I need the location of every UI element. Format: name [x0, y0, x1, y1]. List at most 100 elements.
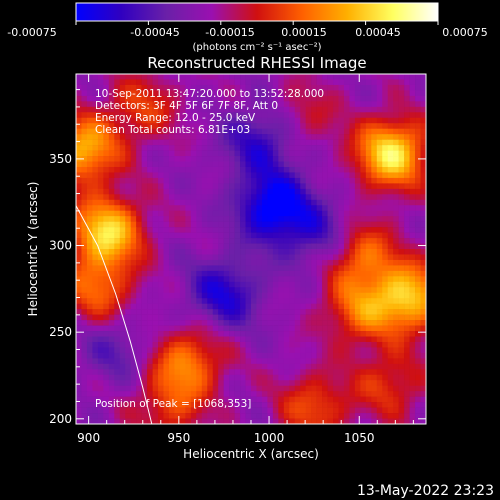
heatmap-cell	[267, 352, 274, 359]
heatmap-cell	[311, 276, 317, 283]
heatmap-cell	[108, 74, 115, 80]
heatmap-cell	[382, 309, 389, 315]
heatmap-cell	[168, 117, 175, 124]
heatmap-cell	[398, 391, 405, 397]
heatmap-cell	[130, 369, 137, 376]
heatmap-cell	[251, 145, 257, 151]
heatmap-cell	[322, 358, 328, 365]
heatmap-cell	[311, 188, 317, 195]
heatmap-cell	[409, 363, 416, 370]
heatmap-cell	[387, 188, 394, 195]
heatmap-cell	[283, 156, 290, 162]
heatmap-cell	[218, 145, 224, 151]
heatmap-cell	[420, 221, 427, 228]
heatmap-cell	[387, 134, 394, 140]
heatmap-cell	[289, 320, 296, 326]
heatmap-cell	[349, 352, 356, 359]
heatmap-cell	[327, 90, 334, 97]
heatmap-cell	[125, 418, 131, 425]
heatmap-cell	[387, 227, 394, 233]
heatmap-cell	[201, 106, 208, 113]
heatmap-cell	[92, 292, 99, 299]
heatmap-cell	[272, 156, 279, 162]
heatmap-cell	[305, 177, 312, 184]
heatmap-cell	[147, 156, 153, 162]
heatmap-cell	[223, 259, 230, 266]
heatmap-cell	[207, 150, 214, 157]
heatmap-cell	[218, 205, 224, 212]
heatmap-cell	[168, 232, 175, 239]
heatmap-cell	[300, 276, 306, 283]
heatmap-cell	[365, 385, 372, 392]
heatmap-cell	[420, 352, 427, 359]
heatmap-cell	[251, 177, 257, 184]
heatmap-cell	[158, 385, 164, 392]
heatmap-cell	[130, 106, 137, 113]
heatmap-cell	[387, 101, 394, 108]
heatmap-cell	[283, 199, 290, 206]
heatmap-cell	[218, 402, 224, 408]
heatmap-cell	[185, 407, 192, 414]
heatmap-cell	[409, 265, 416, 272]
heatmap-cell	[415, 249, 421, 255]
heatmap-cell	[86, 402, 93, 408]
heatmap-cell	[212, 166, 219, 173]
heatmap-cell	[272, 101, 279, 108]
heatmap-cell	[234, 145, 241, 151]
heatmap-cell	[289, 347, 296, 354]
heatmap-cell	[420, 199, 427, 206]
heatmap-cell	[119, 374, 126, 381]
heatmap-cell	[327, 188, 334, 195]
heatmap-cell	[229, 385, 235, 392]
heatmap-cell	[261, 363, 268, 370]
heatmap-cell	[272, 391, 279, 397]
heatmap-cell	[240, 281, 246, 288]
heatmap-cell	[163, 84, 170, 91]
heatmap-cell	[300, 156, 306, 162]
heatmap-cell	[174, 145, 181, 151]
heatmap-cell	[251, 243, 257, 250]
heatmap-cell	[311, 134, 317, 140]
heatmap-cell	[92, 150, 99, 157]
heatmap-cell	[141, 407, 148, 414]
heatmap-cell	[371, 374, 378, 381]
heatmap-cell	[343, 331, 350, 337]
heatmap-cell	[365, 183, 372, 190]
heatmap-cell	[229, 336, 235, 343]
heatmap-cell	[158, 320, 164, 326]
heatmap-cell	[289, 172, 296, 179]
heatmap-cell	[365, 177, 372, 184]
heatmap-cell	[300, 79, 306, 86]
heatmap-cell	[289, 243, 296, 250]
heatmap-cell	[207, 380, 214, 387]
heatmap-cell	[76, 314, 82, 321]
heatmap-cell	[92, 145, 99, 151]
heatmap-cell	[92, 188, 99, 195]
heatmap-cell	[163, 391, 170, 397]
heatmap-cell	[152, 210, 159, 217]
heatmap-cell	[289, 238, 296, 244]
heatmap-cell	[108, 396, 115, 403]
heatmap-cell	[294, 249, 301, 255]
heatmap-cell	[283, 352, 290, 359]
heatmap-cell	[190, 172, 197, 179]
heatmap-cell	[272, 112, 279, 119]
heatmap-cell	[190, 391, 197, 397]
heatmap-cell	[420, 287, 427, 294]
heatmap-cell	[229, 183, 235, 190]
heatmap-cell	[234, 418, 241, 425]
heatmap-cell	[147, 254, 153, 261]
heatmap-cell	[119, 210, 126, 217]
heatmap-cell	[267, 369, 274, 376]
heatmap-cell	[158, 161, 164, 168]
heatmap-cell	[393, 385, 399, 392]
heatmap-cell	[294, 380, 301, 387]
heatmap-cell	[409, 205, 416, 212]
heatmap-cell	[316, 95, 323, 102]
heatmap-cell	[267, 309, 274, 315]
heatmap-cell	[404, 336, 410, 343]
heatmap-cell	[349, 270, 356, 277]
heatmap-cell	[141, 320, 148, 326]
heatmap-cell	[261, 205, 268, 212]
heatmap-cell	[190, 221, 197, 228]
